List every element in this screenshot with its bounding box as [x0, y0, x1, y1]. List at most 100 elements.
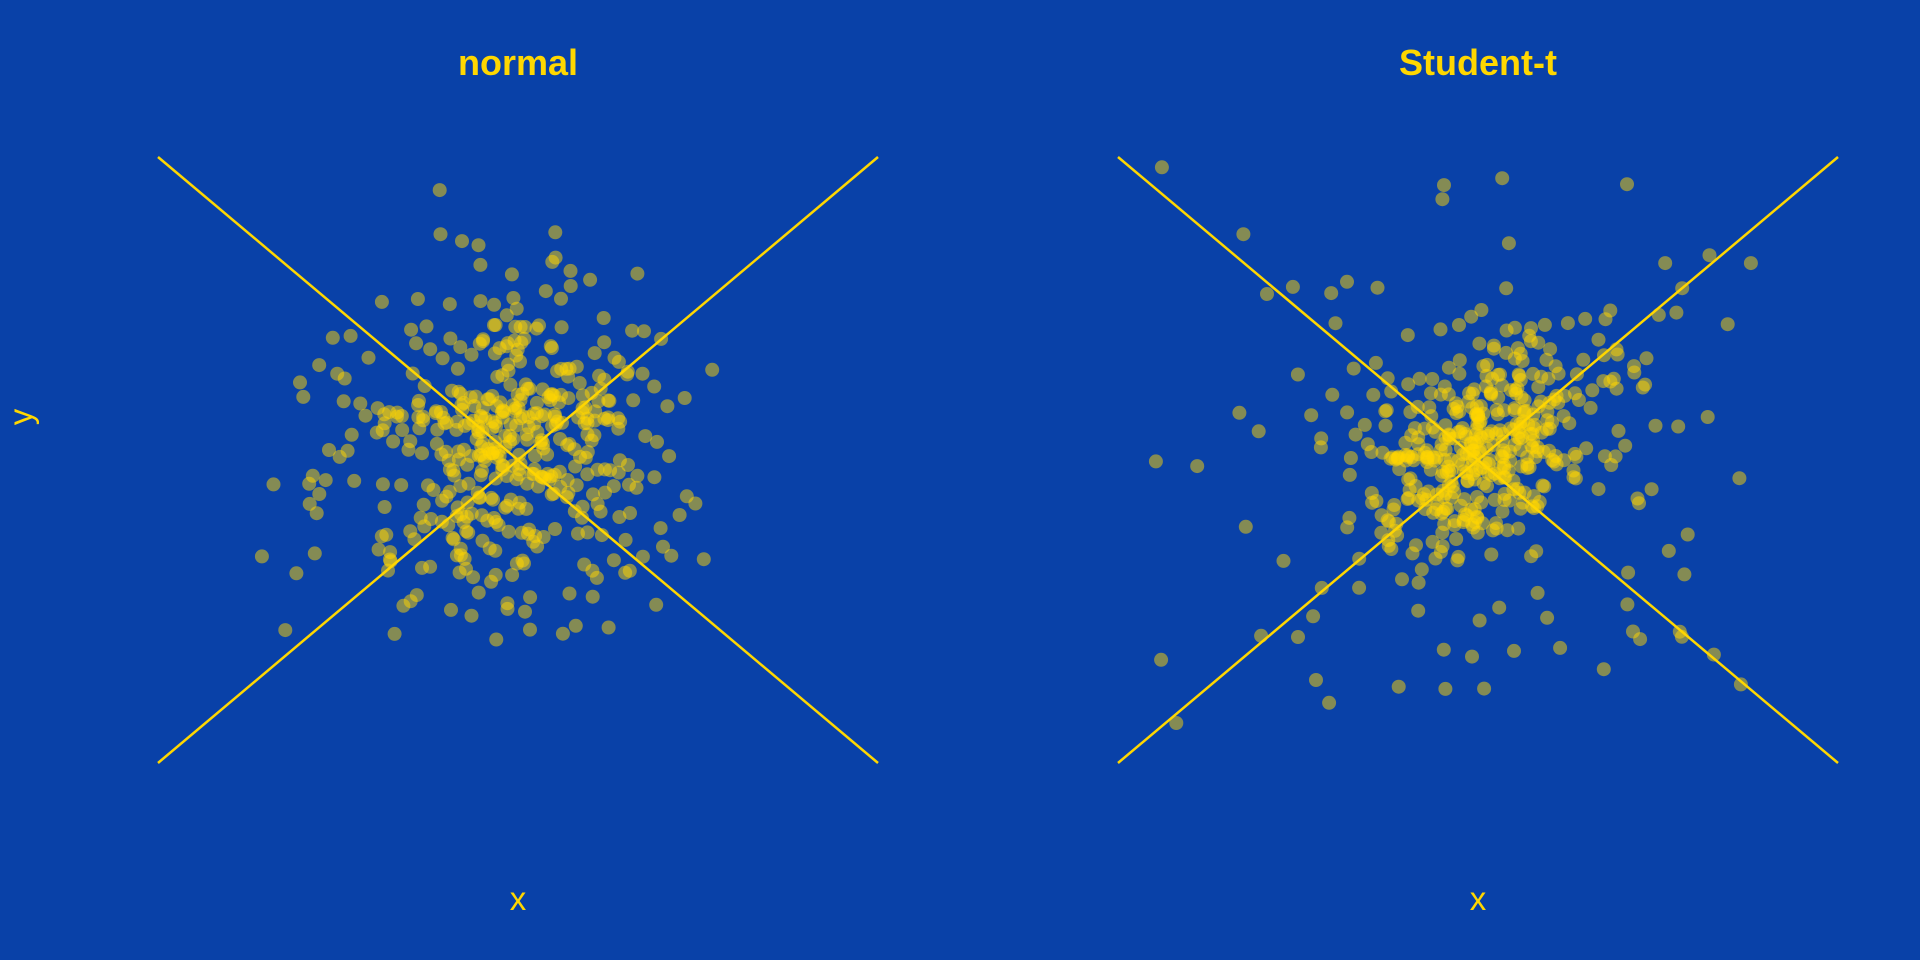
scatter-point	[438, 444, 453, 459]
scatter-point	[1154, 652, 1169, 667]
scatter-point	[530, 424, 545, 439]
scatter-point	[464, 608, 479, 623]
scatter-point	[1677, 567, 1692, 582]
scatter-point	[1322, 695, 1337, 710]
scatter-point	[254, 549, 269, 564]
scatter-point	[1251, 424, 1266, 439]
scatter-point	[562, 586, 577, 601]
scatter-point	[361, 350, 376, 365]
scatter-point	[1474, 303, 1489, 317]
scatter-point	[1591, 332, 1606, 347]
scatter-point	[343, 328, 358, 343]
panel-student-t-title: Student-t	[1399, 42, 1557, 83]
scatter-point	[512, 447, 527, 462]
scatter-point	[430, 422, 445, 437]
scatter-point	[577, 557, 592, 572]
scatter-point	[1528, 450, 1543, 465]
scatter-point	[424, 512, 438, 526]
scatter-point	[1433, 322, 1448, 337]
panel-normal-points	[254, 183, 720, 647]
scatter-point	[453, 479, 468, 494]
scatter-point	[1542, 421, 1557, 436]
scatter-point	[1632, 496, 1646, 511]
scatter-point	[1522, 328, 1537, 343]
scatter-point	[293, 375, 307, 390]
scatter-point	[1486, 341, 1501, 356]
scatter-point	[588, 404, 603, 419]
scatter-point	[1285, 279, 1300, 294]
scatter-point	[1658, 256, 1673, 271]
scatter-point	[1557, 388, 1572, 403]
scatter-point	[1343, 451, 1358, 465]
scatter-point	[1732, 471, 1747, 486]
scatter-point	[518, 604, 532, 619]
scatter-point	[471, 585, 486, 600]
scatter-point	[1452, 366, 1467, 381]
scatter-point	[1306, 609, 1321, 624]
scatter-point	[554, 361, 569, 376]
scatter-point	[1477, 681, 1492, 696]
scatter-point	[546, 486, 561, 501]
scatter-point	[495, 410, 510, 425]
scatter-point	[586, 487, 600, 502]
scatter-point	[519, 427, 534, 442]
scatter-point	[542, 472, 557, 487]
scatter-point	[1639, 351, 1654, 366]
scatter-point	[1525, 499, 1540, 514]
scatter-point	[1669, 305, 1684, 320]
scatter-point	[601, 393, 616, 408]
scatter-point	[635, 549, 650, 564]
scatter-point	[592, 368, 607, 383]
scatter-point	[1414, 562, 1429, 577]
scatter-point	[423, 559, 438, 574]
panel-student-t-xlabel: x	[1470, 880, 1487, 917]
scatter-point	[332, 449, 347, 464]
scatter-point	[1401, 472, 1416, 487]
scatter-point	[444, 602, 458, 617]
scatter-point	[1511, 521, 1526, 536]
scatter-point	[554, 320, 569, 335]
scatter-point	[1455, 421, 1470, 436]
scatter-point	[312, 487, 327, 501]
scatter-point	[369, 425, 384, 440]
scatter-point	[471, 238, 486, 253]
scatter-point	[471, 425, 486, 440]
scatter-point	[523, 622, 537, 637]
scatter-point	[515, 386, 530, 401]
scatter-point	[1675, 281, 1690, 296]
scatter-point	[637, 324, 651, 339]
scatter-point	[337, 371, 352, 386]
scatter-point	[568, 459, 583, 474]
scatter-point	[1290, 367, 1305, 382]
scatter-point	[387, 626, 402, 641]
scatter-point	[1389, 516, 1404, 531]
scatter-point	[662, 449, 677, 464]
scatter-point	[289, 566, 304, 581]
scatter-point	[621, 458, 635, 472]
scatter-point	[1352, 580, 1367, 595]
scatter-point	[1583, 400, 1598, 415]
scatter-point	[1503, 444, 1517, 459]
scatter-point	[459, 509, 474, 524]
scatter-point	[1591, 482, 1606, 497]
scatter-point	[379, 527, 394, 542]
panel-normal-xlabel: x	[510, 880, 527, 917]
scatter-point	[1540, 610, 1555, 625]
scatter-point	[459, 561, 473, 576]
scatter-point	[1386, 502, 1401, 517]
scatter-point	[1596, 662, 1611, 677]
scatter-point	[1495, 504, 1510, 519]
scatter-point	[1733, 677, 1748, 692]
scatter-point	[653, 521, 668, 536]
scatter-point	[490, 369, 505, 384]
scatter-point	[488, 567, 503, 582]
scatter-point	[1447, 514, 1462, 529]
scatter-point	[434, 405, 448, 419]
scatter-point	[1480, 479, 1494, 494]
scatter-point	[1352, 551, 1367, 566]
scatter-point	[509, 472, 524, 487]
scatter-point	[1492, 600, 1507, 615]
scatter-point	[1513, 443, 1528, 457]
scatter-point	[405, 366, 420, 381]
